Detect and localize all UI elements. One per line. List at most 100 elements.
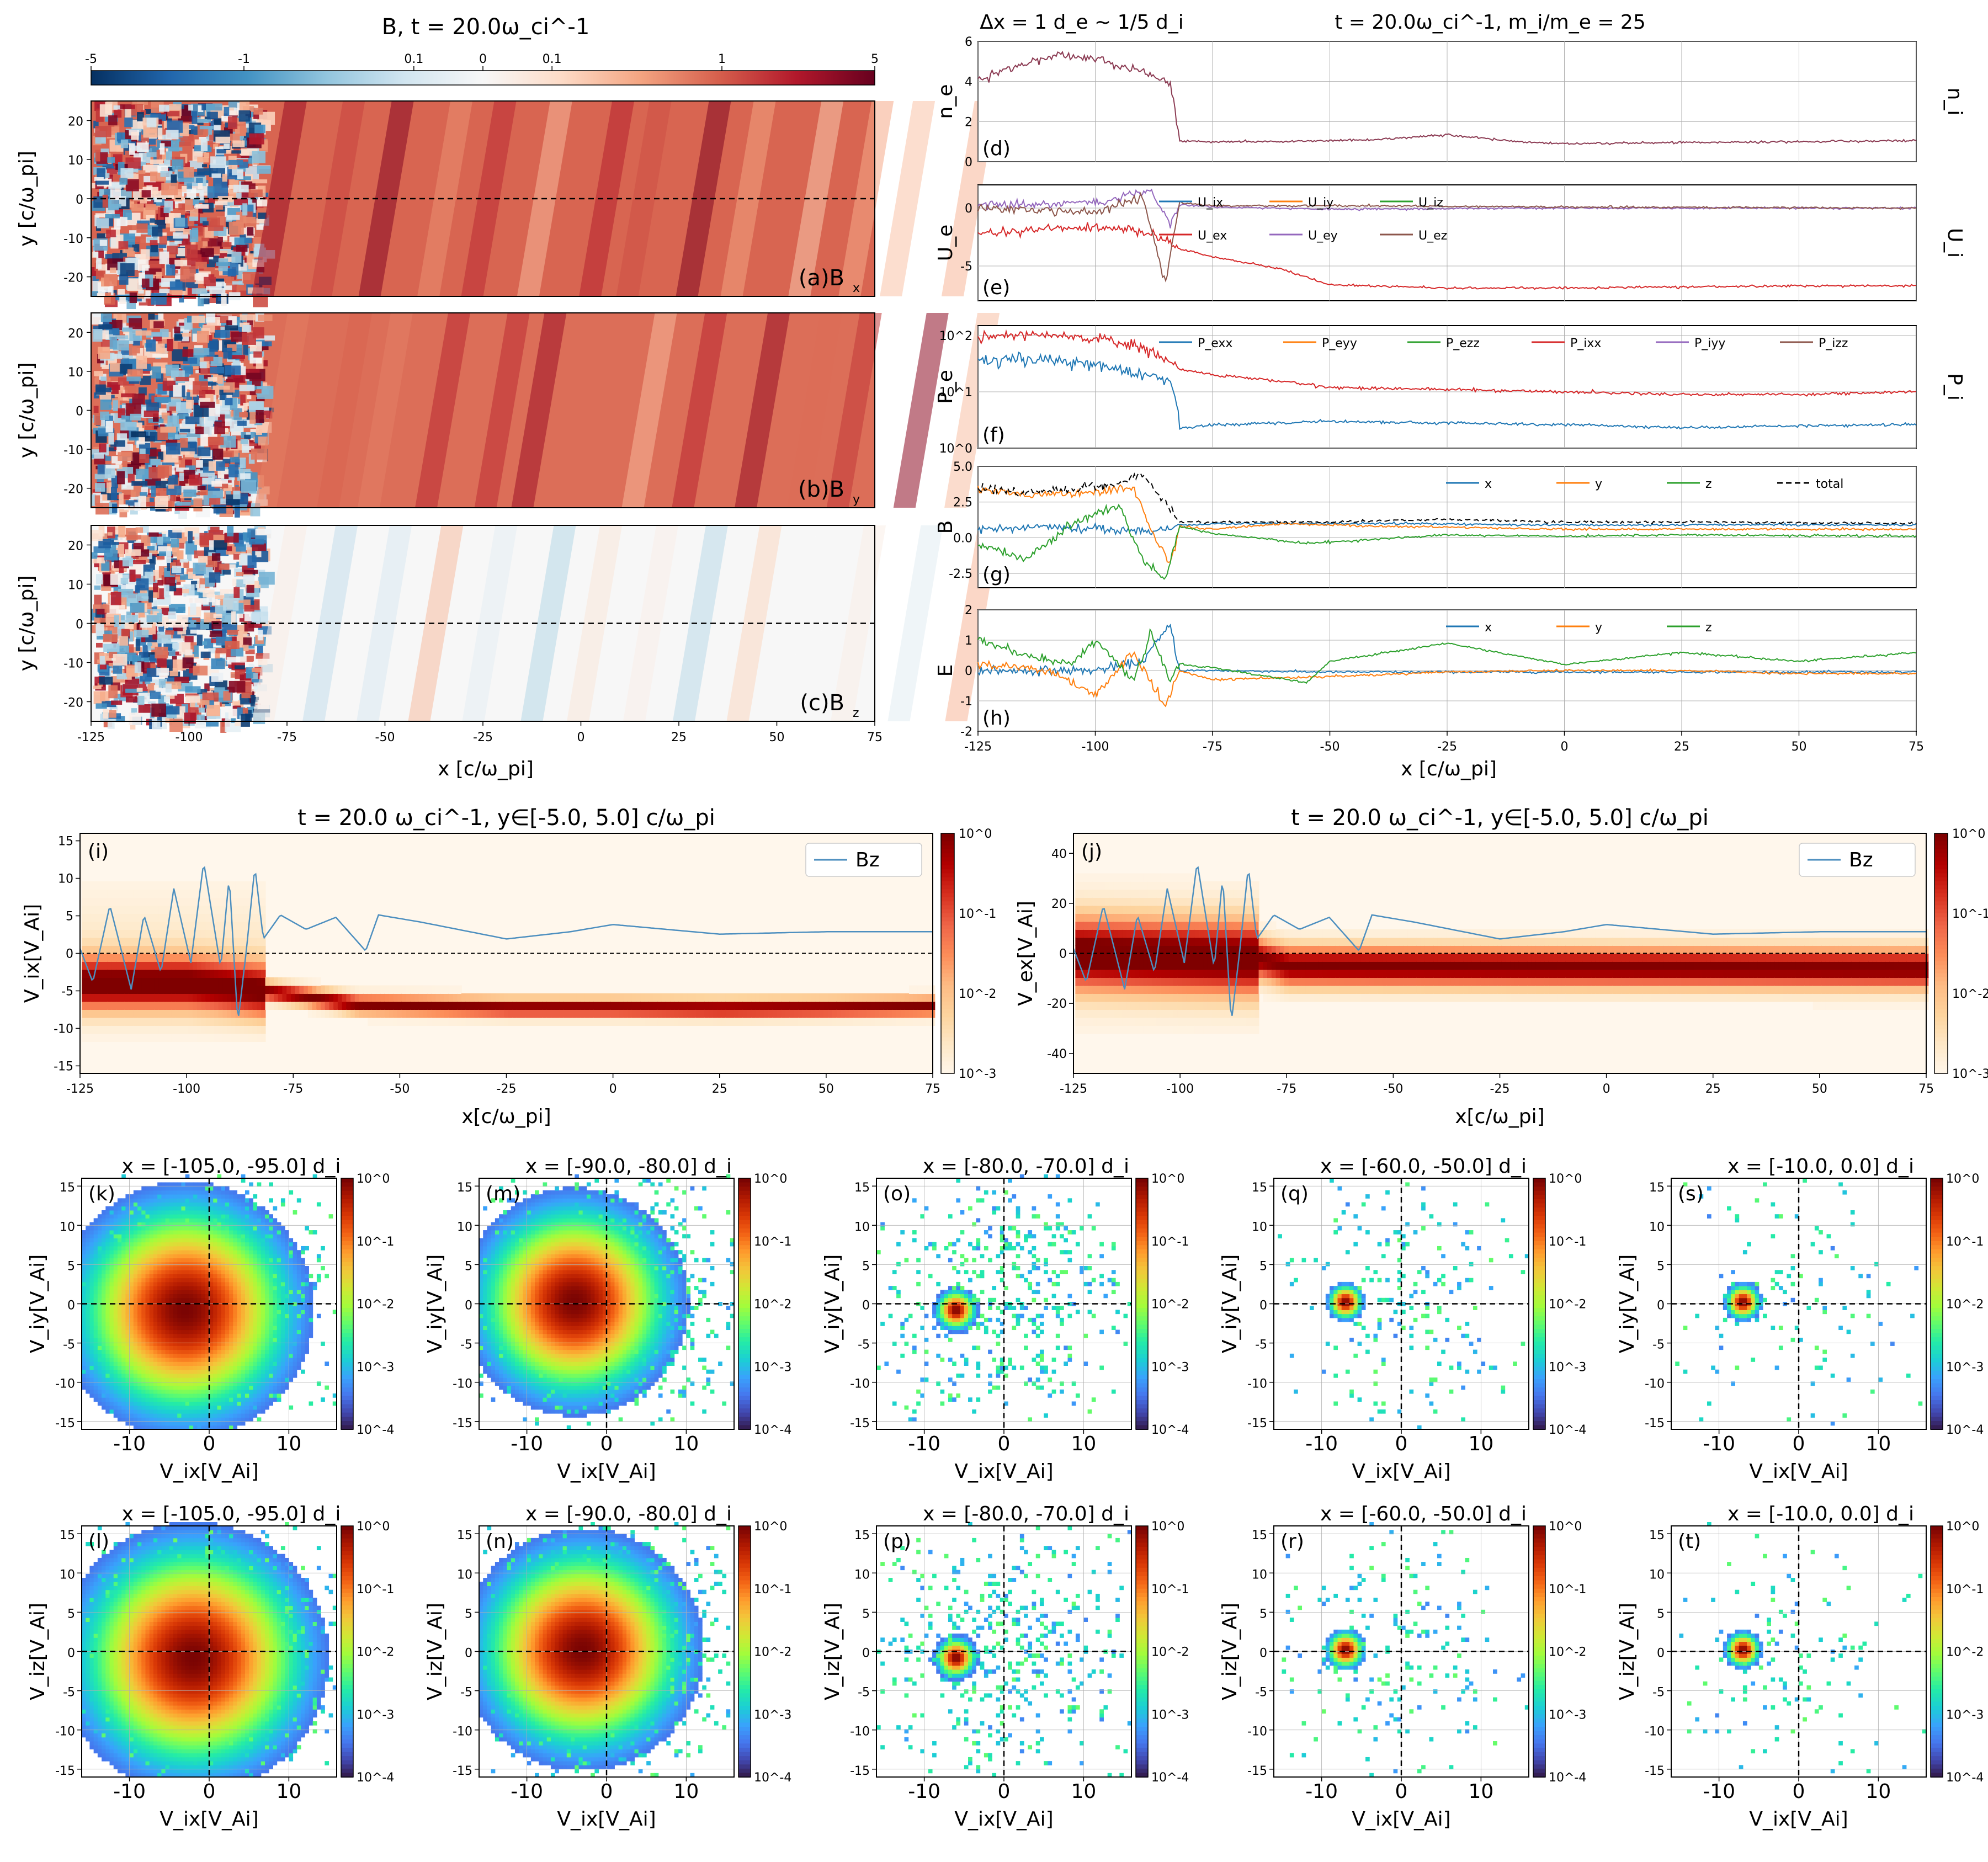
turbulence-patch [241, 714, 250, 727]
phase-density-bin [854, 1002, 859, 1010]
phase-density-bin [879, 1002, 884, 1010]
phase-density-bin [1109, 874, 1114, 882]
phase-density-bin [521, 993, 526, 1002]
phase-density-bin [1118, 929, 1123, 938]
phase-density-bin [717, 1002, 722, 1010]
phase-density-bin [692, 1018, 697, 1026]
turbulence-patch [111, 487, 117, 500]
phase-density-bin [721, 1009, 726, 1018]
phase-density-bin [261, 970, 266, 978]
phase-density-bin [1080, 954, 1085, 962]
phase-density-bin [172, 945, 177, 954]
phase-density-bin [111, 938, 116, 946]
phase-density-bin [491, 1009, 496, 1018]
legend-label: total [1816, 477, 1843, 491]
phase-density-bin [146, 1025, 151, 1034]
phase-density-bin [419, 993, 424, 1002]
phase-density-bin [146, 1002, 151, 1010]
phase-density-bin [82, 977, 87, 986]
turbulence-patch [240, 457, 246, 468]
phase-density-bin [1075, 1009, 1080, 1018]
phase-density-bin [103, 1009, 108, 1018]
phase-density-bin [1105, 1009, 1110, 1018]
phase-density-bin [743, 993, 748, 1002]
phase-density-bin [133, 1009, 138, 1018]
colorbar-cell [941, 909, 954, 914]
turbulence-patch [161, 171, 173, 177]
turbulence-patch [229, 222, 244, 235]
turbulence-patch [179, 142, 191, 146]
phase-density-bin [197, 977, 202, 986]
phase-density-bin [867, 1002, 871, 1010]
turbulence-patch [224, 348, 232, 359]
colorbar-cell [941, 1009, 954, 1014]
phase-density-bin [743, 1009, 748, 1018]
phase-density-bin [751, 993, 756, 1002]
phase-density-bin [1122, 945, 1127, 954]
phase-density-bin [760, 1018, 765, 1026]
colorbar-cell [941, 981, 954, 986]
phase-density-bin [146, 1034, 151, 1042]
phase-density-bin [176, 970, 180, 978]
phase-density-bin [1105, 1002, 1110, 1010]
turbulence-patch [130, 292, 137, 303]
turbulence-patch [187, 595, 195, 604]
phase-density-bin [133, 938, 138, 946]
turbulence-patch [237, 421, 247, 426]
phase-xlabel: x[c/ω_pi] [461, 1105, 551, 1128]
phase-density-bin [129, 1025, 134, 1034]
phase-density-bin [125, 1034, 130, 1042]
phase-density-bin [103, 954, 108, 962]
phase-density-bin [1092, 954, 1097, 962]
phase-density-bin [252, 1025, 257, 1034]
phase-density-bin [726, 1002, 731, 1010]
phase-density-bin [474, 1009, 479, 1018]
phase-density-bin [499, 1009, 504, 1018]
phase-density-bin [137, 1002, 142, 1010]
phase-density-bin [120, 1025, 125, 1034]
phase-density-bin [1135, 945, 1140, 954]
phase-density-bin [193, 881, 198, 890]
phase-density-bin [581, 1009, 586, 1018]
turbulence-patch [111, 592, 121, 605]
phase-density-bin [180, 954, 185, 962]
legend-label: U_iz [1418, 196, 1443, 210]
phase-density-bin [1084, 954, 1089, 962]
phase-density-bin [201, 954, 206, 962]
phase-density-bin [111, 993, 116, 1002]
phase-density-bin [316, 986, 321, 994]
phase-density-bin [1097, 1002, 1102, 1010]
turbulence-patch [200, 473, 215, 477]
phase-density-bin [252, 970, 257, 978]
phase-density-bin [483, 1009, 488, 1018]
phase-density-bin [116, 922, 121, 930]
phase-density-bin [525, 993, 530, 1002]
turbulence-patch [200, 362, 207, 369]
phase-density-bin [155, 986, 160, 994]
phase-density-bin [95, 897, 100, 906]
phase-density-bin [917, 993, 922, 1002]
phase-density-bin [623, 1002, 628, 1010]
turbulence-patch [210, 367, 224, 374]
phase-density-bin [350, 1002, 355, 1010]
phase-density-bin [188, 1025, 193, 1034]
phase-density-bin [108, 1002, 113, 1010]
phase-density-bin [146, 977, 151, 986]
phase-density-bin [496, 1002, 501, 1010]
phase-density-bin [108, 881, 113, 890]
phase-density-bin [662, 1009, 667, 1018]
turbulence-patch [155, 397, 171, 402]
phase-density-bin [188, 970, 193, 978]
turbulence-patch [225, 366, 241, 375]
turbulence-patch [119, 178, 127, 185]
colorbar-cell [941, 874, 954, 878]
phase-density-bin [265, 1002, 270, 1010]
turbulence-patch [131, 481, 147, 486]
phase-density-bin [1084, 945, 1089, 954]
phase-density-bin [1118, 1009, 1123, 1018]
phase-density-bin [261, 993, 266, 1002]
phase-density-bin [278, 1002, 283, 1010]
phase-density-bin [295, 986, 300, 994]
phase-density-bin [1131, 890, 1136, 898]
phase-density-bin [116, 993, 121, 1002]
